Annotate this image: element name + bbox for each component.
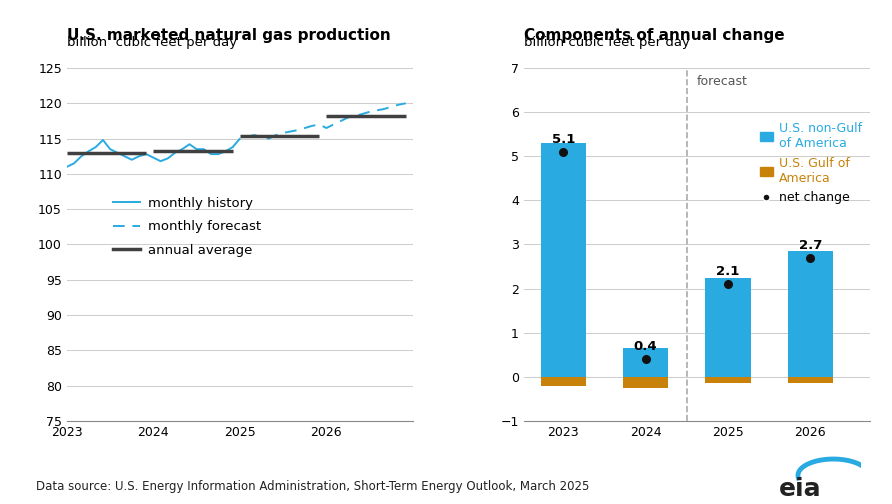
- Text: 2.1: 2.1: [716, 266, 739, 278]
- Text: billion  cubic feet per day: billion cubic feet per day: [67, 36, 237, 49]
- Text: U.S. marketed natural gas production: U.S. marketed natural gas production: [67, 28, 391, 43]
- Bar: [706, 377, 751, 384]
- Bar: [541, 143, 586, 377]
- Text: Components of annual change: Components of annual change: [524, 28, 784, 43]
- Text: forecast: forecast: [697, 75, 747, 88]
- Text: 2.7: 2.7: [798, 239, 822, 252]
- Text: 5.1: 5.1: [551, 133, 575, 146]
- Bar: [623, 348, 668, 377]
- Legend: U.S. non-Gulf
of America, U.S. Gulf of
America, net change: U.S. non-Gulf of America, U.S. Gulf of A…: [755, 116, 867, 209]
- Bar: [541, 377, 586, 386]
- Legend: monthly history, monthly forecast, annual average: monthly history, monthly forecast, annua…: [108, 192, 266, 262]
- Text: billion cubic feet per day: billion cubic feet per day: [524, 36, 690, 49]
- Text: Data source: U.S. Energy Information Administration, Short-Term Energy Outlook, : Data source: U.S. Energy Information Adm…: [36, 480, 589, 493]
- Bar: [706, 278, 751, 377]
- Bar: [623, 377, 668, 388]
- Bar: [788, 377, 833, 384]
- Text: eia: eia: [779, 477, 822, 501]
- Text: 0.4: 0.4: [634, 340, 657, 353]
- Bar: [788, 251, 833, 377]
